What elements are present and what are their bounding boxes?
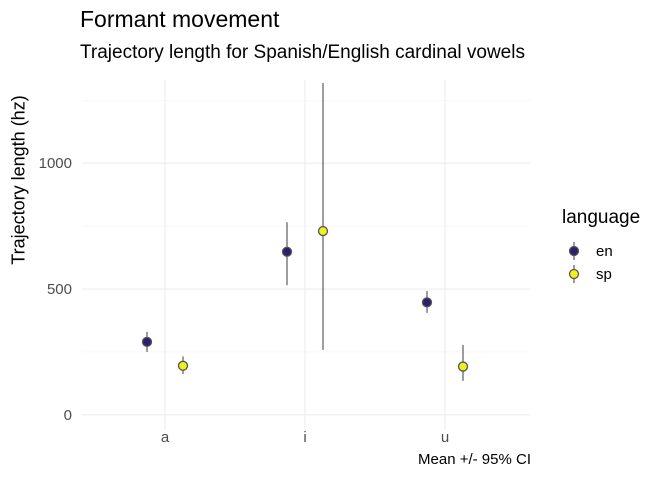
y-tick-label: 0 xyxy=(64,407,72,424)
legend-key-point-en xyxy=(568,245,580,257)
point-en-i xyxy=(281,246,293,257)
point-sp-u xyxy=(457,361,469,372)
x-tick-label: i xyxy=(303,429,306,446)
legend-label-sp: sp xyxy=(596,266,612,283)
legend-title: language xyxy=(562,207,641,228)
point-en-a xyxy=(141,336,153,348)
y-tick-label: 500 xyxy=(47,281,72,298)
x-tick-label: a xyxy=(161,429,170,446)
grid xyxy=(82,80,530,430)
point-en-u xyxy=(421,297,433,308)
point-sp-a xyxy=(177,360,189,371)
axis-ticks: 0 500 1000 a i u xyxy=(39,155,450,446)
chart-marks xyxy=(141,83,469,381)
chart-caption: Mean +/- 95% CI xyxy=(418,451,531,468)
legend-keys xyxy=(568,242,580,283)
y-tick-label: 1000 xyxy=(39,155,72,172)
x-tick-label: u xyxy=(441,429,449,446)
chart-title: Formant movement xyxy=(80,6,280,32)
y-axis-label: Trajectory length (hz) xyxy=(8,95,29,265)
point-sp-i xyxy=(317,225,329,237)
legend-key-point-sp xyxy=(568,268,580,280)
chart-subtitle: Trajectory length for Spanish/English ca… xyxy=(80,42,525,63)
legend-label-en: en xyxy=(596,243,613,260)
